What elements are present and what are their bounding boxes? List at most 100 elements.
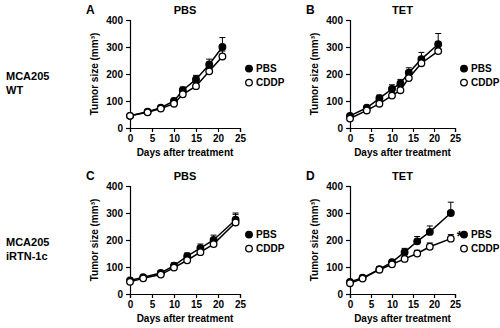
- legend-marker: [246, 231, 253, 238]
- x-axis: 0510152025: [128, 128, 247, 144]
- tick-label: 0: [348, 133, 354, 144]
- tick-label: 25: [450, 133, 462, 144]
- legend-item: CDDP: [246, 77, 285, 88]
- tick: 0: [128, 294, 134, 310]
- tick: 5: [150, 128, 156, 144]
- tick: 200: [106, 69, 130, 80]
- tick-mark: [455, 294, 456, 298]
- tick-label: 25: [235, 299, 247, 310]
- tick: 300: [326, 42, 350, 53]
- series-line: [130, 222, 236, 281]
- point: [127, 279, 134, 286]
- tick: 0: [348, 294, 354, 310]
- axis-line: [131, 129, 241, 133]
- point: [448, 235, 455, 242]
- tick: 0: [128, 128, 134, 144]
- legend-label: PBS: [471, 63, 492, 74]
- x-axis-title: Days after treatment: [354, 313, 451, 324]
- point: [414, 238, 421, 245]
- point: [206, 61, 213, 68]
- tick-label: 20: [213, 299, 225, 310]
- tick: 400: [106, 15, 130, 26]
- tick-mark: [152, 128, 153, 132]
- y-axis-title: Tumor size (mm³): [309, 199, 320, 282]
- error-cap: [427, 225, 433, 226]
- tick: 15: [408, 128, 420, 144]
- tick: 25: [235, 294, 247, 310]
- point: [389, 86, 396, 93]
- point: [158, 271, 165, 278]
- x-axis: 0510152025: [348, 294, 462, 310]
- legend-label: PBS: [256, 229, 277, 240]
- legend-item: PBS: [461, 229, 492, 240]
- tick-label: 200: [326, 69, 343, 80]
- tick-mark: [346, 213, 350, 214]
- title: PBS: [174, 170, 197, 182]
- error-cap: [233, 213, 239, 214]
- y-axis-title: Tumor size (mm³): [309, 33, 320, 116]
- tick-label: 400: [106, 15, 123, 26]
- tick-mark: [392, 128, 393, 132]
- y-axis-title: Tumor size (mm³): [89, 199, 100, 282]
- legend-item: PBS: [246, 229, 277, 240]
- tick: 200: [326, 235, 350, 246]
- error-cap: [435, 33, 441, 34]
- tick-label: 25: [450, 299, 462, 310]
- tick-mark: [434, 128, 435, 132]
- tick-mark: [126, 240, 130, 241]
- tick: 0: [348, 128, 354, 144]
- point: [171, 264, 178, 271]
- tick-label: 0: [348, 299, 354, 310]
- tick-label: 100: [326, 262, 343, 273]
- tick-label: 200: [326, 235, 343, 246]
- legend-item: CDDP: [246, 243, 285, 254]
- point: [448, 210, 455, 217]
- error-cap: [219, 51, 225, 52]
- row-label: MCA205iRTN-1c: [6, 236, 49, 262]
- point: [427, 229, 434, 236]
- x-axis: 0510152025: [128, 294, 247, 310]
- legend-marker: [461, 79, 468, 86]
- tick: 400: [326, 15, 350, 26]
- legend-label: PBS: [471, 229, 492, 240]
- x-axis-title: Days after treatment: [137, 147, 234, 158]
- tick: 10: [387, 294, 399, 310]
- point: [397, 87, 404, 94]
- tick-mark: [346, 20, 350, 21]
- tick-label: 15: [408, 299, 420, 310]
- tick-mark: [126, 47, 130, 48]
- tick: 300: [106, 42, 130, 53]
- tick: 5: [150, 294, 156, 310]
- point: [232, 219, 239, 226]
- tick-label: 0: [337, 123, 343, 134]
- point: [193, 76, 200, 83]
- row-label-line: WT: [6, 84, 23, 96]
- panel: 05101520250100200300400*PBSCDDPTETDDays …: [306, 169, 500, 324]
- point: [197, 249, 204, 256]
- tick: 25: [235, 128, 247, 144]
- panel-label: D: [306, 169, 315, 183]
- legend-marker: [246, 65, 253, 72]
- tick: 400: [326, 181, 350, 192]
- panel: 05101520250100200300400PBSCDDPPBSCDays a…: [6, 169, 285, 324]
- plot-area: [127, 38, 226, 120]
- tick: 15: [408, 294, 420, 310]
- legend-marker: [461, 65, 468, 72]
- legend-marker: [461, 245, 468, 252]
- tick: 200: [326, 69, 350, 80]
- point: [401, 249, 408, 256]
- plot-area: [347, 34, 442, 122]
- point: [184, 257, 191, 264]
- legend-label: CDDP: [471, 243, 500, 254]
- tick: 5: [369, 294, 375, 310]
- tick-mark: [346, 47, 350, 48]
- error-bar: [435, 34, 441, 45]
- point: [193, 83, 200, 90]
- point: [140, 275, 147, 282]
- tick-label: 10: [169, 133, 181, 144]
- point: [427, 243, 434, 250]
- point: [376, 266, 383, 273]
- tick: 15: [191, 294, 203, 310]
- point: [376, 100, 383, 107]
- panel-label: B: [306, 3, 315, 17]
